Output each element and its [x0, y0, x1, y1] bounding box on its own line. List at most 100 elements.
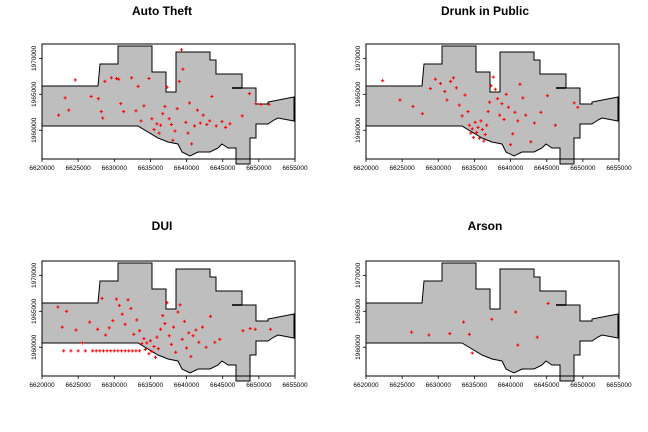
crime-point [498, 113, 502, 117]
crime-point [195, 108, 200, 112]
crime-point [112, 349, 116, 353]
crime-point [448, 331, 452, 336]
crime-point [480, 127, 484, 132]
crime-point [145, 341, 149, 345]
crime-point [433, 77, 437, 81]
crime-point [180, 337, 184, 341]
crime-point [136, 84, 140, 89]
crime-point [147, 76, 151, 81]
y-tick-label: 1970000 [31, 262, 38, 288]
crime-point [122, 109, 126, 114]
crime-point [150, 349, 154, 354]
crime-point [454, 86, 458, 90]
plot-frame [365, 260, 620, 377]
crime-point [158, 327, 163, 331]
x-tick-label: 6655000 [282, 382, 308, 389]
city-boundary [41, 262, 295, 382]
crime-point [513, 110, 517, 114]
crime-point [101, 349, 106, 353]
crime-point [504, 92, 508, 96]
x-tick-label: 6650000 [246, 165, 272, 172]
crime-point [165, 301, 169, 305]
x-tick-label: 6655000 [606, 165, 632, 172]
x-tick-label: 6655000 [606, 382, 632, 389]
crime-point [83, 349, 87, 353]
crime-point [495, 97, 500, 101]
crime-point [516, 343, 520, 347]
x-tick-label: 6630000 [102, 382, 128, 389]
map-panel: Arson 6620000 6625000 6630000 6635000 6640000… [353, 219, 632, 389]
crime-point [134, 349, 138, 353]
crime-point [210, 94, 214, 99]
x-tick-label: 6655000 [282, 165, 308, 172]
crime-point [469, 131, 473, 135]
x-tick-label: 6620000 [29, 165, 55, 172]
plot-frame [41, 43, 296, 160]
x-tick-label: 6650000 [570, 382, 596, 389]
panel-title: Arson [468, 219, 503, 233]
crime-point [485, 123, 489, 127]
crime-point [228, 122, 232, 126]
crime-point [169, 342, 173, 346]
map-panel: Auto Theft 6620000 6625000 6630000 6635000 66… [29, 4, 308, 172]
crime-point [89, 94, 93, 99]
crime-point [123, 322, 127, 326]
crime-point [181, 67, 185, 71]
crime-point [116, 349, 120, 353]
crime-point [488, 100, 492, 104]
crime-point [572, 101, 576, 105]
x-tick-label: 6635000 [138, 382, 164, 389]
crime-point [457, 103, 461, 107]
crime-point [111, 319, 115, 323]
x-tick-label: 6645000 [210, 382, 236, 389]
crime-point [254, 102, 258, 106]
crime-point [171, 325, 176, 329]
crime-point [174, 350, 178, 354]
city-boundary [365, 262, 619, 382]
crime-point [161, 112, 165, 116]
x-tick-label: 6630000 [426, 165, 452, 172]
crime-point [132, 332, 136, 336]
crime-point [443, 89, 447, 94]
crime-point [514, 310, 518, 314]
y-tick-label: 1960000 [31, 334, 38, 360]
crime-point [474, 130, 479, 135]
crime-point [248, 326, 252, 331]
crime-point [529, 140, 533, 144]
x-tick-label: 6625000 [389, 165, 415, 172]
plot-frame [41, 260, 296, 377]
crime-point [156, 347, 160, 351]
crime-point [107, 326, 111, 330]
crime-point [69, 349, 73, 353]
x-tick-label: 6630000 [426, 382, 452, 389]
crime-point [152, 127, 156, 132]
crime-point [470, 351, 474, 355]
x-tick-label: 6645000 [534, 165, 560, 172]
crime-point [182, 319, 187, 323]
x-tick-label: 6630000 [102, 165, 128, 172]
x-tick-label: 6625000 [65, 165, 91, 172]
crime-point [147, 352, 151, 356]
crime-point [524, 113, 528, 117]
x-tick-label: 6650000 [246, 382, 272, 389]
crime-point [135, 318, 139, 322]
crime-point [198, 121, 202, 125]
crime-point [101, 116, 105, 120]
crime-point [148, 339, 153, 343]
x-tick-label: 6620000 [353, 382, 379, 389]
city-boundary [365, 45, 619, 165]
crime-point [67, 108, 71, 112]
crime-point [177, 79, 181, 83]
crime-point [508, 143, 513, 147]
crime-point [490, 317, 494, 321]
crime-point [428, 86, 432, 91]
y-tick-label: 1965000 [31, 298, 38, 324]
crime-point [476, 125, 480, 129]
crime-point [60, 325, 64, 329]
crime-point [506, 105, 511, 109]
crime-point [477, 136, 482, 140]
crime-point [163, 321, 167, 326]
crime-point [532, 121, 537, 125]
crime-point [546, 301, 550, 306]
